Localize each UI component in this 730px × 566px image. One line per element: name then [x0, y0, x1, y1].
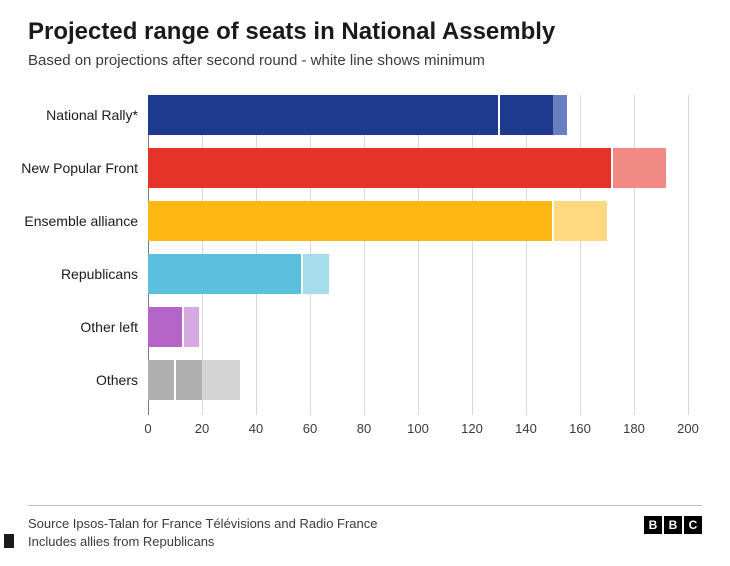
gridline [634, 95, 635, 415]
bar-label: Others [18, 372, 138, 388]
gridline [688, 95, 689, 415]
gridline [472, 95, 473, 415]
x-tick-label: 0 [144, 421, 151, 436]
bar-label: National Rally* [18, 107, 138, 123]
gridline [364, 95, 365, 415]
x-tick-label: 180 [623, 421, 645, 436]
x-tick-label: 160 [569, 421, 591, 436]
bar-segment-mid [148, 148, 612, 188]
chart-title: Projected range of seats in National Ass… [28, 18, 702, 46]
bbc-logo-letter: B [664, 516, 682, 534]
x-tick-label: 100 [407, 421, 429, 436]
x-tick-label: 140 [515, 421, 537, 436]
bbc-logo: B B C [644, 516, 702, 534]
chart-footer: Source Ipsos-Talan for France Télévision… [28, 505, 702, 552]
x-tick-label: 80 [357, 421, 371, 436]
min-line [611, 148, 613, 188]
min-line [498, 95, 500, 135]
gridline [418, 95, 419, 415]
chart-area: 020406080100120140160180200National Rall… [148, 95, 702, 455]
x-tick-label: 20 [195, 421, 209, 436]
chart-plot: 020406080100120140160180200National Rall… [148, 95, 688, 415]
bar-segment-mid [148, 307, 183, 347]
bar-label: Other left [18, 319, 138, 335]
x-tick-label: 40 [249, 421, 263, 436]
x-tick-label: 120 [461, 421, 483, 436]
bbc-logo-letter: B [644, 516, 662, 534]
min-line [301, 254, 303, 294]
gridline [526, 95, 527, 415]
bbc-logo-letter: C [684, 516, 702, 534]
min-line [182, 307, 184, 347]
gridline [580, 95, 581, 415]
bar-segment-mid [148, 201, 553, 241]
min-line [174, 360, 176, 400]
footer-note: Includes allies from Republicans [28, 534, 702, 549]
bar-label: New Popular Front [18, 160, 138, 176]
decorative-mark [4, 534, 14, 548]
footer-source: Source Ipsos-Talan for France Télévision… [28, 516, 702, 531]
x-tick-label: 60 [303, 421, 317, 436]
bar-label: Ensemble alliance [18, 213, 138, 229]
min-line [552, 201, 554, 241]
chart-subtitle: Based on projections after second round … [28, 52, 702, 69]
x-tick-label: 200 [677, 421, 699, 436]
bar-segment-mid [148, 95, 553, 135]
bar-label: Republicans [18, 266, 138, 282]
bar-segment-mid [148, 254, 302, 294]
